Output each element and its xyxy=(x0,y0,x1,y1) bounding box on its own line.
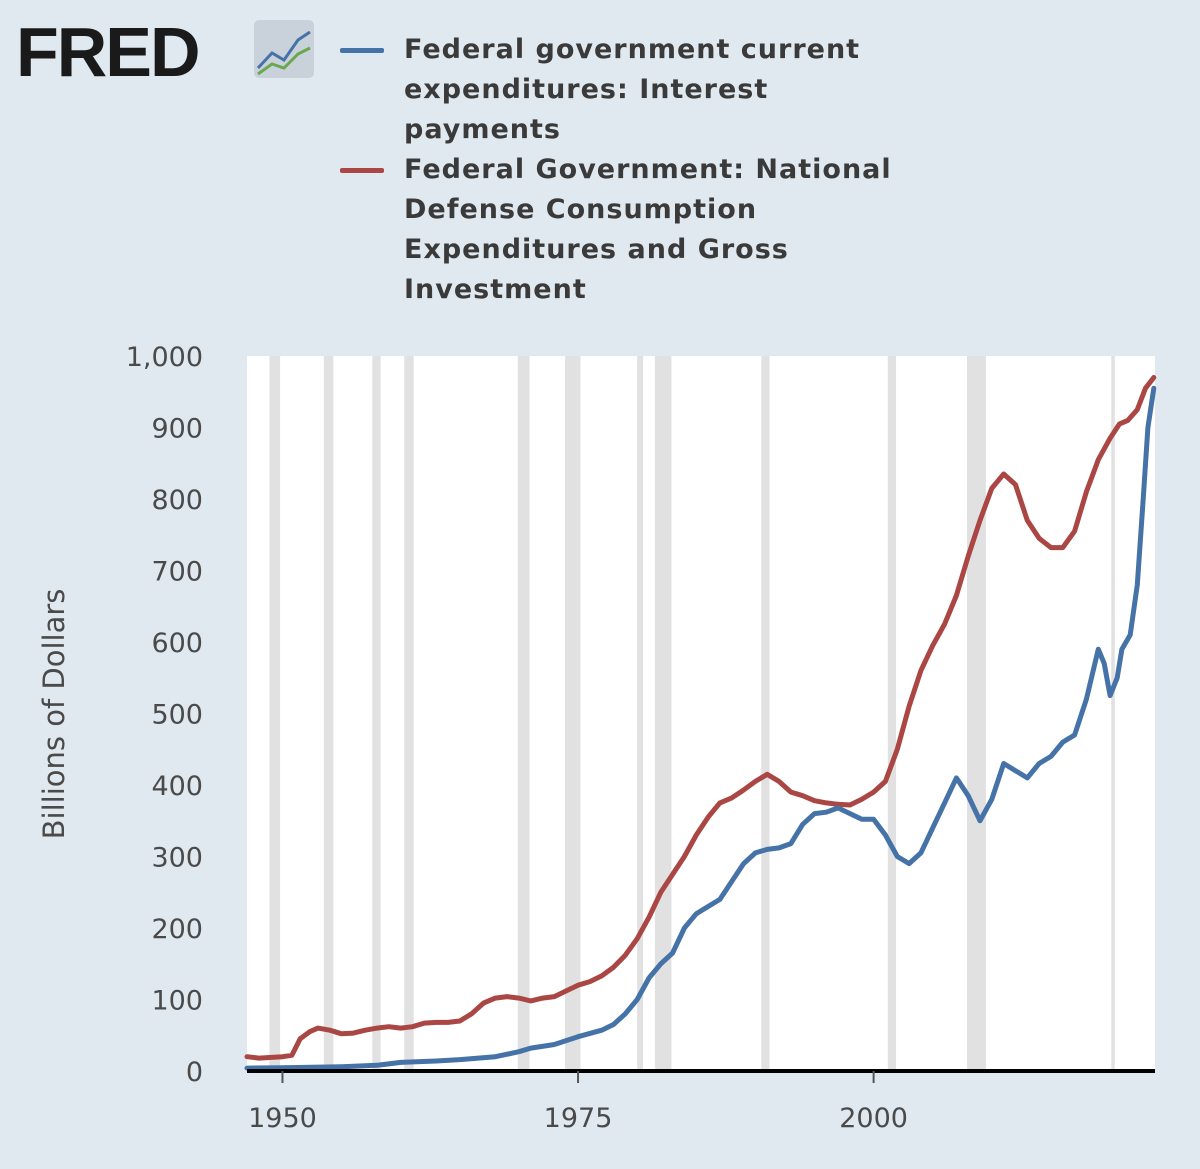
recession-band xyxy=(565,356,581,1071)
legend-label-defense: Federal Government: National Defense Con… xyxy=(404,154,892,305)
recession-band xyxy=(1111,356,1115,1071)
y-tick-label: 900 xyxy=(151,414,203,445)
fred-logo-text: FRED xyxy=(16,18,199,88)
recession-band xyxy=(404,356,414,1071)
recession-band xyxy=(323,356,334,1071)
fred-logo: FRED xyxy=(16,18,314,88)
recession-band xyxy=(967,356,986,1071)
recession-band xyxy=(372,356,381,1071)
x-tick-label: 1950 xyxy=(248,1103,317,1134)
x-axis: 1950 1975 2000 xyxy=(248,1071,908,1134)
chart-legend: Federal government current expenditures:… xyxy=(340,30,900,310)
y-tick-label: 400 xyxy=(151,771,203,802)
legend-item-defense[interactable]: Federal Government: National Defense Con… xyxy=(340,150,900,310)
recession-band xyxy=(637,356,644,1071)
y-tick-label: 500 xyxy=(151,700,203,731)
series-line-interest-payments xyxy=(244,385,1157,1071)
legend-item-interest[interactable]: Federal government current expenditures:… xyxy=(340,30,900,150)
x-tick-label: 1975 xyxy=(544,1103,613,1134)
y-tick-label: 1,000 xyxy=(126,342,203,373)
y-tick-label: 200 xyxy=(151,914,203,945)
legend-swatch-defense xyxy=(340,168,384,173)
legend-swatch-interest xyxy=(340,48,384,53)
x-tick-label: 2000 xyxy=(839,1103,908,1134)
recession-bands xyxy=(269,356,1115,1071)
recession-band xyxy=(517,356,530,1071)
recession-band xyxy=(887,356,897,1071)
y-tick-label: 300 xyxy=(151,843,203,874)
y-tick-label: 100 xyxy=(151,986,203,1017)
legend-label-interest: Federal government current expenditures:… xyxy=(404,34,861,145)
y-tick-label: 700 xyxy=(151,557,203,588)
recession-band xyxy=(269,356,281,1071)
recession-band xyxy=(761,356,770,1071)
y-axis: 0 100 200 300 400 500 600 700 800 900 1,000 xyxy=(126,342,203,1088)
y-tick-label: 0 xyxy=(186,1057,203,1088)
series-lines xyxy=(244,375,1157,1071)
plot-area xyxy=(247,356,1155,1072)
y-tick-label: 800 xyxy=(151,485,203,516)
y-tick-label: 600 xyxy=(151,628,203,659)
series-line-national-defense xyxy=(244,375,1157,1061)
y-axis-label: Billions of Dollars xyxy=(37,589,71,840)
fred-logo-graph-icon xyxy=(254,20,314,78)
